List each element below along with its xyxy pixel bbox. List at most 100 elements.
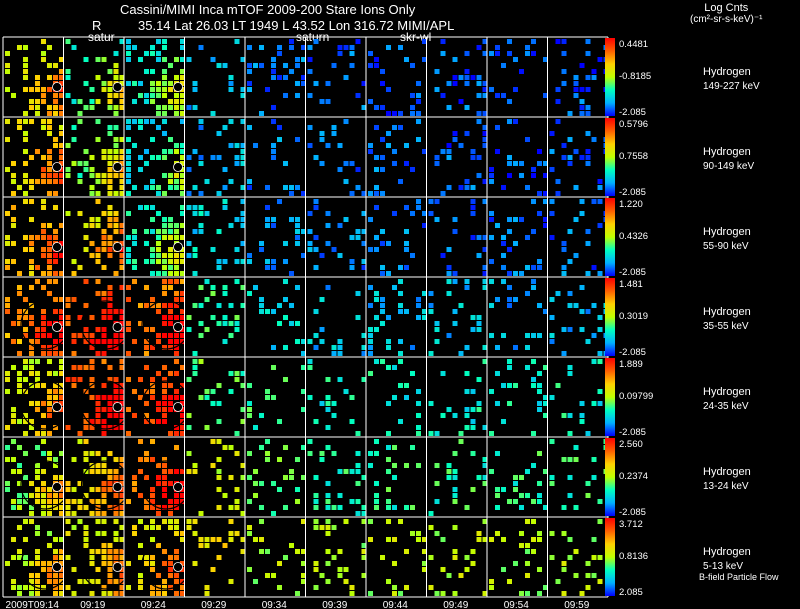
pixel-cell bbox=[150, 247, 155, 252]
pixel-cell bbox=[35, 555, 40, 560]
pixel-cell bbox=[5, 63, 10, 68]
pixel-cell bbox=[59, 105, 64, 110]
pixel-cell bbox=[180, 493, 185, 498]
pixel-cell bbox=[168, 185, 173, 190]
pixel-cell bbox=[23, 179, 28, 184]
pixel-cell bbox=[567, 137, 573, 142]
pixel-cell bbox=[392, 445, 397, 450]
pixel-cell bbox=[89, 419, 95, 424]
pixel-cell bbox=[47, 179, 52, 184]
pixel-cell bbox=[29, 561, 34, 566]
pixel-cell bbox=[77, 439, 83, 444]
pixel-cell bbox=[452, 413, 458, 418]
pixel-cell bbox=[295, 339, 300, 344]
pixel-cell bbox=[17, 591, 22, 596]
pixel-cell bbox=[168, 247, 173, 252]
pixel-cell bbox=[150, 327, 155, 332]
pixel-cell bbox=[150, 505, 155, 510]
colorbar bbox=[605, 358, 615, 436]
pixel-cell bbox=[404, 463, 409, 468]
pixel-cell bbox=[337, 469, 343, 474]
pixel-cell bbox=[495, 371, 500, 376]
pixel-cell bbox=[107, 211, 113, 216]
pixel-cell bbox=[452, 475, 458, 480]
pixel-cell bbox=[41, 351, 46, 356]
pixel-cell bbox=[265, 395, 270, 400]
pixel-cell bbox=[325, 377, 331, 382]
pixel-cell bbox=[295, 217, 300, 222]
pixel-cell bbox=[452, 525, 458, 530]
pixel-cell bbox=[168, 265, 173, 270]
pixel-cell bbox=[180, 57, 185, 62]
pixel-cell bbox=[101, 585, 107, 590]
pixel-cell bbox=[162, 119, 167, 124]
pixel-cell bbox=[531, 229, 536, 234]
pixel-cell bbox=[101, 481, 107, 486]
pixel-cell bbox=[271, 259, 276, 264]
pixel-cell bbox=[53, 425, 58, 430]
pixel-cell bbox=[422, 309, 427, 314]
colorbar bbox=[605, 38, 615, 116]
pixel-cell bbox=[47, 105, 52, 110]
pixel-cell bbox=[464, 345, 470, 350]
pixel-cell bbox=[368, 149, 373, 154]
pixel-cell bbox=[53, 339, 58, 344]
pixel-cell bbox=[597, 499, 603, 504]
pixel-cell bbox=[325, 445, 331, 450]
pixel-cell bbox=[168, 511, 173, 516]
pixel-cell bbox=[349, 499, 355, 504]
pixel-cell bbox=[95, 519, 101, 524]
pixel-cell bbox=[240, 303, 246, 308]
pixel-cell bbox=[17, 469, 22, 474]
pixel-cell bbox=[101, 469, 107, 474]
pixel-cell bbox=[89, 155, 95, 160]
pixel-cell bbox=[416, 315, 421, 320]
pixel-cell bbox=[29, 217, 34, 222]
pixel-cell bbox=[113, 395, 119, 400]
pixel-cell bbox=[234, 217, 240, 222]
pixel-cell bbox=[156, 259, 161, 264]
planet-marker bbox=[112, 82, 123, 92]
pixel-cell bbox=[549, 481, 555, 486]
pixel-cell bbox=[355, 229, 361, 234]
pixel-cell bbox=[5, 119, 10, 124]
pixel-cell bbox=[537, 303, 542, 308]
pixel-cell bbox=[162, 395, 167, 400]
pixel-cell bbox=[71, 511, 77, 516]
pixel-cell bbox=[156, 211, 161, 216]
pixel-cell bbox=[198, 119, 204, 124]
pixel-cell bbox=[138, 395, 143, 400]
pixel-cell bbox=[59, 555, 64, 560]
pixel-cell bbox=[144, 351, 149, 356]
pixel-cell bbox=[174, 259, 179, 264]
pixel-cell bbox=[337, 253, 343, 258]
colorbar-min-label: -2.085 bbox=[619, 507, 646, 518]
pixel-cell bbox=[277, 561, 282, 566]
pixel-cell bbox=[434, 431, 440, 436]
pixel-cell bbox=[549, 131, 555, 136]
pixel-cell bbox=[162, 285, 167, 290]
pixel-cell bbox=[271, 573, 276, 578]
pixel-cell bbox=[440, 537, 446, 542]
pixel-cell bbox=[29, 419, 34, 424]
pixel-cell bbox=[156, 191, 161, 196]
pixel-cell bbox=[113, 105, 119, 110]
pixel-cell bbox=[240, 537, 246, 542]
pixel-cell bbox=[144, 365, 149, 370]
x-tick-label: 09:19 bbox=[80, 600, 105, 609]
pixel-cell bbox=[543, 199, 548, 204]
pixel-cell bbox=[325, 561, 331, 566]
pixel-cell bbox=[501, 487, 506, 492]
pixel-cell bbox=[368, 519, 373, 524]
pixel-cell bbox=[597, 57, 603, 62]
pixel-cell bbox=[180, 211, 185, 216]
pixel-cell bbox=[428, 525, 434, 530]
pixel-cell bbox=[476, 235, 482, 240]
pixel-cell bbox=[361, 351, 367, 356]
pixel-cell bbox=[5, 457, 10, 462]
pixel-cell bbox=[289, 39, 294, 44]
pixel-cell bbox=[452, 309, 458, 314]
pixel-cell bbox=[180, 585, 185, 590]
pixel-cell bbox=[204, 389, 210, 394]
